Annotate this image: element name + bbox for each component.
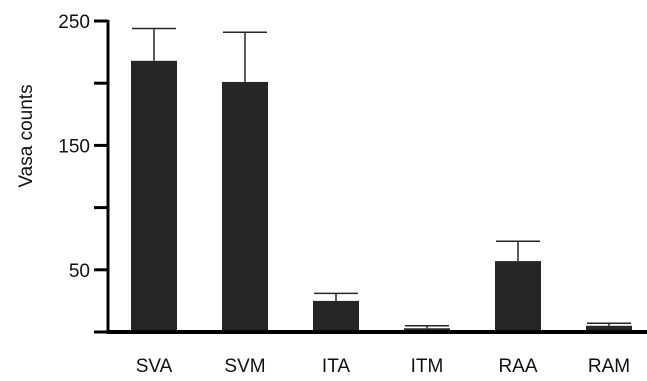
bar-raa: [495, 261, 541, 332]
y-tick-labels-group: 50 150 250: [58, 12, 90, 282]
x-tick-label-raa: RAA: [498, 356, 537, 377]
bars-group: [131, 60, 632, 333]
y-tick-label: 250: [58, 12, 90, 33]
x-tick-labels-group: SVA SVM ITA ITM RAA RAM: [136, 356, 630, 377]
x-tick-label-ita: ITA: [322, 356, 350, 377]
bar-svm: [222, 81, 268, 333]
y-axis-title: Vasa counts: [16, 84, 37, 187]
error-bars-group: [132, 27, 631, 329]
bar-sva: [131, 60, 177, 333]
y-tick-label: 150: [58, 136, 90, 157]
x-tick-label-itm: ITM: [411, 356, 444, 377]
x-tick-label-sva: SVA: [136, 356, 173, 377]
x-tick-label-ram: RAM: [588, 356, 630, 377]
bar-ita: [313, 300, 359, 332]
bar-ram: [586, 325, 632, 332]
y-ticks-group: [94, 19, 108, 334]
x-tick-label-svm: SVM: [224, 356, 265, 377]
y-tick-label: 50: [69, 261, 90, 282]
axes-group: [106, 20, 647, 334]
